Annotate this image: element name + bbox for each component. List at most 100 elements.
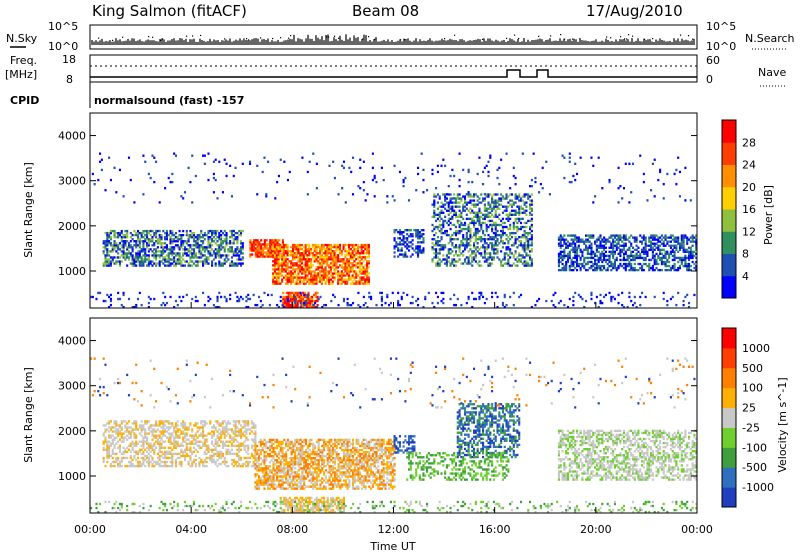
echo-cell xyxy=(267,249,269,251)
echo-cell xyxy=(361,252,363,254)
echo-cell xyxy=(123,292,125,294)
echo-cell xyxy=(233,262,235,264)
echo-cell xyxy=(625,263,627,265)
echo-cell xyxy=(448,218,450,220)
echo-cell xyxy=(123,250,125,252)
echo-cell xyxy=(415,229,417,231)
echo-cell xyxy=(491,296,493,298)
echo-cell xyxy=(218,252,220,254)
echo-cell xyxy=(493,252,495,254)
echo-cell xyxy=(498,224,500,226)
echo-cell xyxy=(450,298,452,300)
echo-cell xyxy=(431,173,433,175)
echo-cell xyxy=(594,267,596,269)
echo-cell xyxy=(473,232,475,234)
echo-cell xyxy=(128,436,130,438)
echo-cell xyxy=(364,252,366,254)
echo-cell xyxy=(148,173,150,175)
echo-cell xyxy=(350,248,352,250)
echo-cell xyxy=(657,257,659,259)
echo-cell xyxy=(126,439,128,441)
echo-cell xyxy=(313,300,315,302)
echo-cell xyxy=(516,212,518,214)
echo-cell xyxy=(619,265,621,267)
echo-cell xyxy=(639,255,641,257)
echo-cell xyxy=(334,256,336,258)
echo-cell xyxy=(110,250,112,252)
echo-cell xyxy=(410,235,412,237)
echo-cell xyxy=(677,251,679,253)
echo-cell xyxy=(227,258,229,260)
echo-cell xyxy=(509,252,511,254)
echo-cell xyxy=(459,244,461,246)
echo-cell xyxy=(146,244,148,246)
echo-cell xyxy=(433,214,435,216)
echo-cell xyxy=(289,300,291,302)
echo-cell xyxy=(330,252,332,254)
echo-cell xyxy=(290,282,292,284)
echo-cell xyxy=(469,195,471,197)
echo-cell xyxy=(108,445,110,447)
echo-cell xyxy=(275,241,277,243)
echo-cell xyxy=(513,254,515,256)
echo-cell xyxy=(415,235,417,237)
echo-cell xyxy=(448,242,450,244)
echo-cell xyxy=(317,296,319,298)
echo-cell xyxy=(507,240,509,242)
echo-cell xyxy=(281,262,283,264)
echo-cell xyxy=(200,252,202,254)
echo-cell xyxy=(287,252,289,254)
echo-cell xyxy=(672,234,674,236)
echo-cell xyxy=(211,244,213,246)
echo-cell xyxy=(344,256,346,258)
echo-cell xyxy=(146,232,148,234)
echo-cell xyxy=(477,216,479,218)
echo-cell xyxy=(321,256,323,258)
echo-cell xyxy=(495,252,497,254)
echo-cell xyxy=(274,258,276,260)
echo-cell xyxy=(285,268,287,270)
echo-cell xyxy=(139,238,141,240)
echo-cell xyxy=(166,236,168,238)
echo-cell xyxy=(453,212,455,214)
echo-cell xyxy=(688,259,690,261)
echo-cell xyxy=(459,220,461,222)
echo-cell xyxy=(137,457,139,459)
echo-cell xyxy=(529,195,531,197)
echo-cell xyxy=(207,236,209,238)
echo-cell xyxy=(442,298,444,300)
echo-cell xyxy=(343,298,345,300)
echo-cell xyxy=(459,246,461,248)
echo-cell xyxy=(451,238,453,240)
echo-cell xyxy=(238,248,240,250)
echo-cell xyxy=(292,274,294,276)
echo-cell xyxy=(587,269,589,271)
echo-cell xyxy=(135,242,137,244)
echo-cell xyxy=(104,189,106,191)
echo-cell xyxy=(563,269,565,271)
echo-cell xyxy=(487,234,489,236)
echo-cell xyxy=(621,197,623,199)
echo-cell xyxy=(688,253,690,255)
echo-cell xyxy=(513,175,515,177)
echo-cell xyxy=(235,252,237,254)
echo-cell xyxy=(531,226,533,228)
echo-cell xyxy=(262,255,264,257)
echo-cell xyxy=(301,262,303,264)
echo-cell xyxy=(672,259,674,261)
echo-cell xyxy=(179,254,181,256)
echo-cell xyxy=(157,240,159,242)
echo-cell xyxy=(599,247,601,249)
echo-cell xyxy=(368,266,370,268)
echo-cell xyxy=(135,258,137,260)
echo-cell xyxy=(146,258,148,260)
echo-cell xyxy=(106,451,108,453)
echo-cell xyxy=(132,264,134,266)
echo-cell xyxy=(648,238,650,240)
echo-cell xyxy=(652,234,654,236)
echo-cell xyxy=(451,250,453,252)
echo-cell xyxy=(294,270,296,272)
echo-cell xyxy=(204,246,206,248)
echo-cell xyxy=(155,254,157,256)
echo-cell xyxy=(507,195,509,197)
